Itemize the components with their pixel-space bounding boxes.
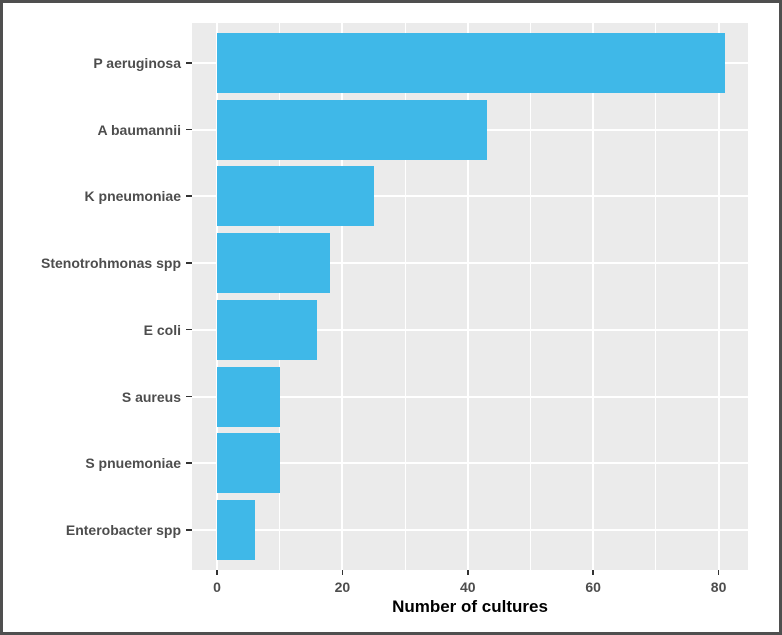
y-axis-label-stenotrohmonas-spp: Stenotrohmonas spp	[40, 255, 181, 272]
x-axis-label-20: 20	[334, 579, 351, 595]
bar-s-pnuemoniae	[217, 433, 280, 494]
gridline-major-y-s-aureus	[192, 395, 748, 398]
x-tick-0	[216, 570, 218, 575]
gridline-major-x-20	[341, 23, 344, 570]
x-tick-80	[717, 570, 720, 575]
gridline-minor-x-70	[655, 23, 657, 570]
y-axis-label-enterobacter-spp: Enterobacter spp	[65, 521, 181, 538]
bar-p-aeruginosa	[217, 33, 725, 94]
bar-e-coli	[217, 299, 318, 360]
gridline-major-y-enterobacter-spp	[192, 528, 748, 531]
x-axis-title: Number of cultures	[392, 597, 548, 616]
gridline-minor-x-10	[279, 23, 281, 570]
bar-s-aureus	[217, 366, 280, 427]
y-tick-s-pnuemoniae	[186, 462, 192, 464]
gridline-minor-x-30	[404, 23, 406, 570]
bar-enterobacter-spp	[217, 499, 255, 560]
y-axis-label-p-aeruginosa: P aeruginosa	[93, 55, 181, 72]
gridline-major-y-s-pnuemoniae	[192, 462, 748, 465]
y-axis-label-s-pnuemoniae: S pnuemoniae	[85, 455, 181, 472]
gridline-major-y-k-pneumoniae	[192, 195, 748, 198]
bar-k-pneumoniae	[217, 166, 374, 227]
y-tick-s-aureus	[186, 395, 192, 398]
plot-panel	[192, 23, 748, 570]
gridline-major-x-0	[216, 23, 218, 570]
x-axis-label-40: 40	[460, 579, 476, 595]
y-tick-stenotrohmonas-spp	[186, 262, 192, 264]
y-axis-label-s-aureus: S aureus	[121, 388, 181, 405]
x-axis-label-0: 0	[213, 579, 221, 595]
y-tick-p-aeruginosa	[186, 62, 192, 64]
gridline-major-x-60	[592, 23, 595, 570]
gridline-major-y-e-coli	[192, 328, 748, 331]
y-axis-label-k-pneumoniae: K pneumoniae	[84, 188, 181, 205]
y-tick-k-pneumoniae	[186, 195, 192, 198]
y-tick-e-coli	[186, 328, 192, 331]
x-tick-60	[592, 570, 594, 575]
x-tick-20	[341, 570, 344, 575]
y-tick-enterobacter-spp	[186, 528, 192, 531]
x-axis-label-60: 60	[585, 579, 601, 595]
bar-stenotrohmonas-spp	[217, 233, 330, 294]
y-axis-label-e-coli: E coli	[143, 321, 181, 338]
bar-a-baumannii	[217, 99, 487, 160]
gridline-major-x-80	[717, 23, 720, 570]
x-tick-40	[467, 570, 469, 575]
gridline-major-y-stenotrohmonas-spp	[192, 262, 748, 265]
x-axis-label-80: 80	[710, 579, 727, 595]
y-tick-a-baumannii	[186, 128, 192, 131]
y-axis-label-a-baumannii: A baumannii	[97, 121, 182, 138]
gridline-major-x-40	[466, 23, 469, 570]
gridline-minor-x-50	[530, 23, 531, 570]
